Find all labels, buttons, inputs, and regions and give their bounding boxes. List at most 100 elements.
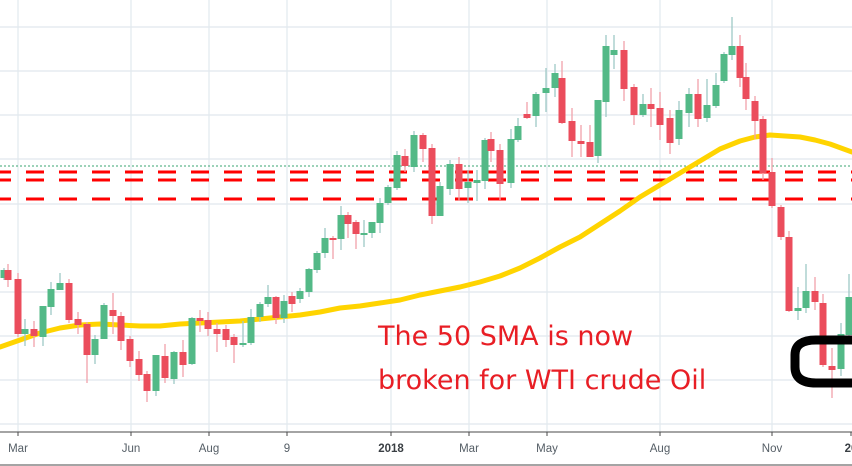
candle-down bbox=[30, 321, 38, 347]
candle-up bbox=[170, 351, 178, 384]
candle-down bbox=[630, 84, 638, 125]
candle-up bbox=[720, 52, 728, 83]
candle-up bbox=[845, 274, 852, 337]
candle-down bbox=[819, 294, 827, 367]
candle-up bbox=[639, 94, 647, 117]
candle-up bbox=[21, 319, 29, 346]
candle-up bbox=[481, 138, 489, 189]
candle-down bbox=[143, 371, 151, 402]
candle-down bbox=[419, 133, 427, 162]
candle-up bbox=[473, 170, 481, 201]
candle-down bbox=[742, 63, 750, 110]
tick-label: Jun bbox=[122, 443, 141, 455]
candle-down bbox=[204, 312, 212, 336]
candle-down bbox=[586, 125, 594, 157]
candle-down bbox=[785, 231, 793, 312]
tick-label: May bbox=[536, 443, 558, 455]
candle-down bbox=[759, 116, 767, 180]
candle-down bbox=[83, 322, 91, 383]
candle-up bbox=[0, 268, 8, 280]
candle-up bbox=[436, 182, 444, 216]
x-axis bbox=[0, 431, 852, 466]
candle-up bbox=[280, 295, 288, 323]
candle-down bbox=[736, 35, 744, 87]
candle-down bbox=[352, 220, 360, 249]
candle-down bbox=[161, 344, 169, 383]
candle-down bbox=[14, 273, 22, 337]
candle-down bbox=[117, 312, 125, 350]
candle-up bbox=[464, 170, 472, 203]
candle-down bbox=[666, 110, 674, 154]
candle-up bbox=[305, 268, 313, 297]
candle-up bbox=[594, 100, 602, 163]
candle-up bbox=[712, 73, 720, 108]
candle-up bbox=[321, 228, 329, 258]
tick-label: Aug bbox=[650, 443, 670, 455]
candle-up bbox=[410, 131, 418, 172]
candle-down bbox=[777, 205, 785, 240]
candle-up bbox=[675, 101, 683, 145]
candle-down bbox=[751, 96, 759, 139]
candle-down bbox=[577, 125, 585, 157]
candle-up bbox=[39, 306, 47, 346]
candle-down bbox=[523, 102, 531, 119]
candle-down bbox=[647, 88, 655, 127]
candle-up bbox=[296, 288, 304, 303]
candles bbox=[0, 17, 852, 402]
candle-up bbox=[239, 321, 247, 347]
candle-up bbox=[91, 335, 99, 364]
candle-up bbox=[685, 88, 693, 127]
candle-down bbox=[828, 348, 836, 398]
tick-label: Aug bbox=[199, 443, 219, 455]
candle-up bbox=[56, 273, 64, 290]
candle-up bbox=[610, 35, 618, 69]
candle-up bbox=[794, 287, 802, 320]
candle-down bbox=[135, 351, 143, 381]
candle-down bbox=[4, 264, 12, 287]
candle-down bbox=[768, 158, 776, 208]
annotation-line-2: broken for WTI crude Oil bbox=[378, 365, 706, 396]
candle-up bbox=[802, 264, 810, 313]
candle-up bbox=[837, 323, 845, 376]
candle-down bbox=[558, 61, 566, 124]
annotation-line-1: The 50 SMA is now bbox=[377, 321, 633, 352]
candle-down bbox=[455, 157, 463, 201]
candle-down bbox=[213, 323, 221, 352]
candle-down bbox=[109, 293, 117, 334]
candle-up bbox=[532, 92, 540, 127]
candle-down bbox=[811, 277, 819, 310]
candle-down bbox=[620, 41, 628, 101]
tick-label: Mar bbox=[459, 443, 479, 455]
tick-label: Mar bbox=[8, 443, 28, 455]
horizontal-levels bbox=[0, 165, 852, 201]
candle-up bbox=[542, 68, 550, 112]
candle-down bbox=[487, 132, 495, 162]
candle-up bbox=[514, 118, 522, 142]
sma-50-line bbox=[0, 132, 852, 350]
candle-up bbox=[337, 206, 345, 250]
candle-down bbox=[230, 334, 238, 363]
tick-label: Nov bbox=[762, 443, 783, 455]
candle-up bbox=[47, 282, 55, 315]
candle-down bbox=[65, 279, 73, 323]
candle-down bbox=[222, 325, 230, 347]
candle-up bbox=[264, 285, 272, 307]
tick-label: 9 bbox=[284, 443, 290, 455]
candle-up bbox=[602, 35, 610, 117]
candle-up bbox=[703, 79, 711, 122]
candle-up bbox=[247, 309, 255, 345]
candle-down bbox=[428, 144, 436, 224]
candle-up bbox=[360, 220, 368, 247]
candle-down bbox=[694, 79, 702, 127]
candle-down bbox=[329, 236, 337, 259]
candle-up bbox=[446, 160, 454, 195]
tick-label: 2018 bbox=[378, 443, 404, 455]
candle-up bbox=[100, 303, 108, 339]
candle-down bbox=[126, 336, 134, 367]
highlight-bracket-shape bbox=[790, 335, 852, 388]
x-axis-ticks: Mar Jun Aug 9 2018 Mar May Aug Nov 20 bbox=[8, 432, 852, 455]
candle-up bbox=[188, 317, 196, 365]
candle-up bbox=[728, 17, 736, 60]
candle-down bbox=[344, 212, 352, 238]
